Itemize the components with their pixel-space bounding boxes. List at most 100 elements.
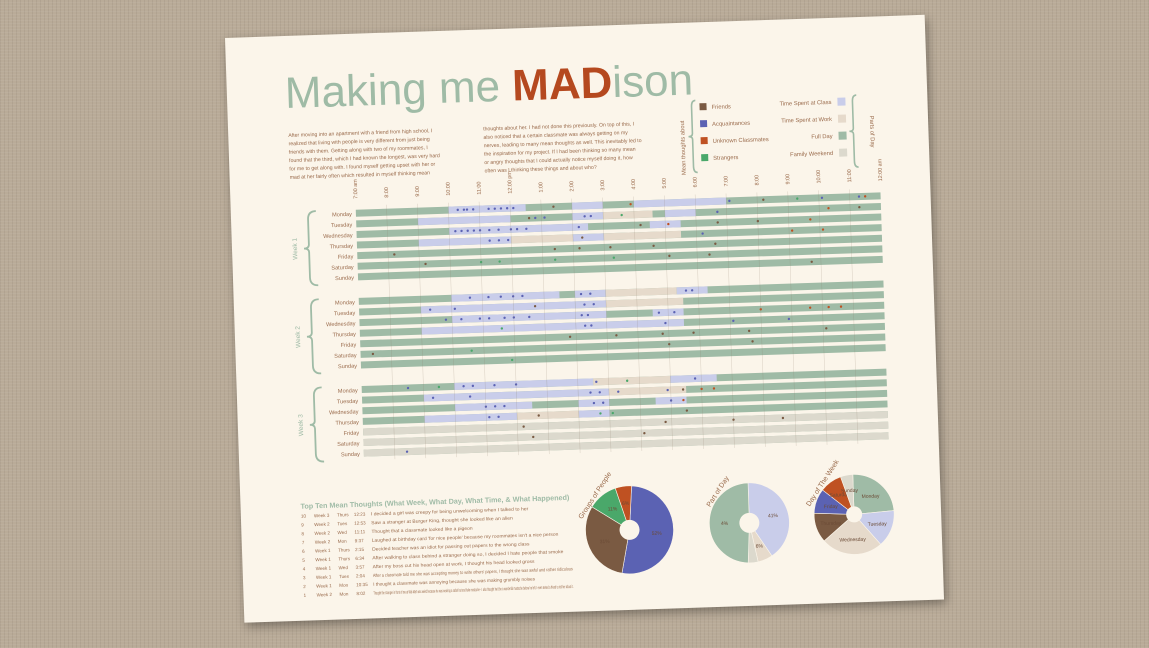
- thought-dot: [499, 207, 503, 210]
- legend-swatch-1: [699, 120, 708, 128]
- thought-dot: [527, 216, 531, 220]
- day-segment: [605, 297, 684, 308]
- pie-label: Saturday: [829, 492, 850, 499]
- intro-line: for me to get along with. I found myself…: [289, 162, 435, 173]
- top-ten-time: 12:53: [354, 520, 366, 525]
- thought-dot: [590, 324, 593, 327]
- thought-dot: [692, 331, 695, 334]
- thought-dot: [497, 415, 500, 419]
- intro-line: thoughts about her. I had not done this …: [483, 121, 634, 132]
- top-ten-list: Top Ten Mean Thoughts (What Week, What D…: [300, 493, 573, 598]
- pie-slice: [852, 474, 895, 515]
- day-segment: [448, 204, 526, 214]
- pie-slice: [823, 513, 882, 555]
- thought-dot: [578, 247, 581, 250]
- timeline-chart: 7:00 am 8:00 9:00 10:00 11:00 12:00 pm 1:00 2:0…: [292, 158, 889, 463]
- pie-hole: [619, 519, 640, 540]
- page-title: Making me MADison: [284, 56, 694, 119]
- pie-label: 52%: [652, 531, 663, 537]
- thought-dot: [599, 412, 602, 415]
- day-segment: [454, 379, 548, 390]
- thought-dot: [598, 391, 601, 394]
- thought-dot: [592, 303, 595, 306]
- legend-day-swatch-3: [839, 148, 848, 157]
- hour-gridline: [818, 190, 828, 445]
- pie-slice: [621, 485, 674, 575]
- top-ten-day: Tues: [337, 521, 348, 526]
- thought-dot: [589, 214, 593, 218]
- hour-gridline: [664, 195, 673, 450]
- thought-dot: [827, 305, 830, 309]
- top-ten-day: Thurs: [337, 512, 350, 517]
- day-label: Monday: [332, 212, 352, 219]
- thought-dot: [543, 216, 546, 219]
- day-segment: [424, 412, 518, 423]
- thought-dot: [503, 404, 506, 408]
- thought-dot: [858, 205, 861, 209]
- top-ten-text: Laughed at birthday card 'for nice peopl…: [372, 532, 559, 543]
- thought-dot: [625, 379, 629, 382]
- thought-dot: [579, 292, 583, 296]
- thought-dot: [437, 385, 441, 389]
- thought-dot: [827, 206, 830, 210]
- day-segment: [633, 197, 727, 208]
- thought-dot: [682, 398, 685, 402]
- thought-dot: [568, 335, 572, 339]
- thought-dot: [553, 247, 557, 251]
- day-segment: [418, 236, 512, 247]
- day-label: Monday: [338, 388, 358, 395]
- day-bar: [360, 322, 886, 348]
- day-segment: [575, 300, 607, 309]
- day-segment: [363, 421, 889, 447]
- hour-gridline: [571, 198, 581, 454]
- thought-dot: [857, 195, 861, 198]
- pie-slice: [747, 482, 790, 557]
- x-tick-label: 1:00: [538, 182, 544, 193]
- title-part-1: Making me: [284, 62, 513, 119]
- day-label: Wednesday: [326, 321, 356, 328]
- top-ten-time: 2:15: [355, 547, 365, 552]
- legend-day-swatch-0: [837, 97, 846, 106]
- day-bar: [360, 344, 886, 369]
- thought-dot: [583, 215, 586, 218]
- x-tick-label: 12:00 am: [877, 158, 884, 181]
- top-ten-day: Mon: [339, 583, 349, 588]
- day-bar: [357, 245, 883, 270]
- top-ten-rank: 3: [303, 575, 306, 580]
- intro-column-2: thoughts about her. I had not done this …: [483, 121, 642, 174]
- day-label: Sunday: [335, 275, 354, 282]
- day-segment: [449, 223, 589, 235]
- pie-label: Monday: [862, 493, 880, 500]
- thought-dot: [728, 199, 731, 203]
- thought-dot: [629, 202, 632, 206]
- thought-dot: [781, 416, 785, 420]
- day-label: Saturday: [337, 441, 360, 448]
- thought-dot: [601, 401, 605, 404]
- day-label: Tuesday: [337, 399, 359, 406]
- thought-dot: [493, 405, 497, 408]
- thought-dot: [639, 223, 642, 227]
- legend-people-label-2: Unknown Classmates: [713, 137, 769, 145]
- day-segment: [417, 215, 511, 226]
- thought-dot: [617, 390, 620, 393]
- thought-dot: [488, 239, 491, 242]
- thought-dot: [534, 216, 537, 220]
- legend-swatch-2: [700, 137, 708, 145]
- top-ten-text: After my boss cut his head open at work,…: [373, 559, 536, 569]
- thought-dot: [498, 260, 501, 263]
- thought-dot: [673, 310, 676, 314]
- pie-hole: [846, 506, 863, 523]
- day-segment: [578, 388, 610, 397]
- pie-label: 31%: [600, 539, 611, 545]
- thought-dot: [583, 303, 586, 306]
- day-segment: [606, 318, 685, 329]
- day-segment: [363, 411, 888, 436]
- day-label: Thursday: [330, 244, 354, 251]
- day-segment: [451, 313, 530, 324]
- hour-gridline: [509, 200, 519, 456]
- thought-dot: [499, 295, 502, 298]
- top-ten-week: Week 1: [316, 574, 332, 580]
- thought-dot: [589, 292, 592, 295]
- title-mad: MAD: [511, 58, 613, 110]
- thought-dot: [787, 317, 791, 321]
